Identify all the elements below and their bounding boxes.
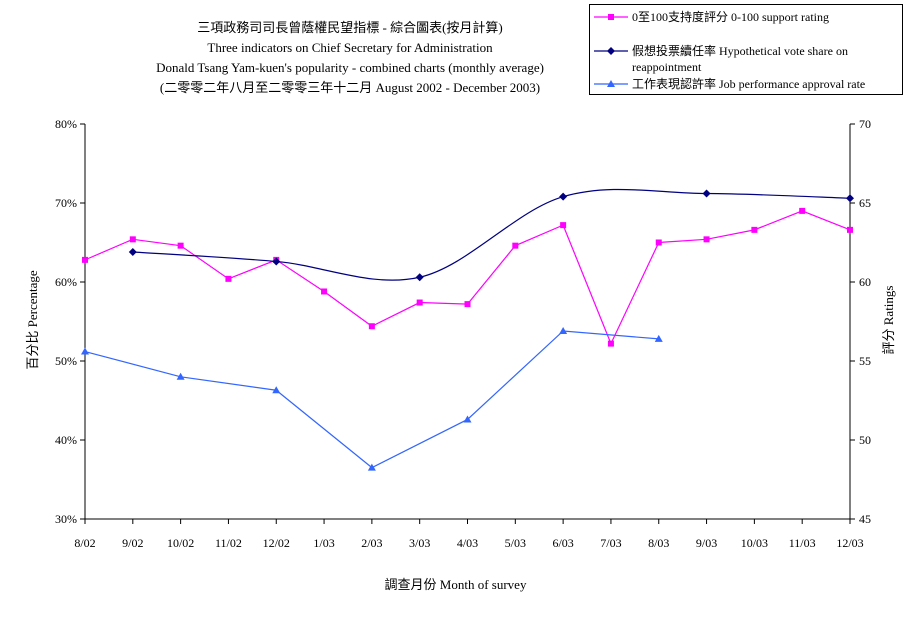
- y-right-tick-label: 70: [859, 117, 871, 131]
- legend-swatch-support-rating: [594, 14, 628, 20]
- x-tick-label: 12/03: [836, 536, 863, 550]
- x-tick-label: 1/03: [313, 536, 334, 550]
- data-point-vote-share: [559, 192, 568, 201]
- data-point-vote-share: [128, 247, 137, 256]
- y-right-tick-label: 45: [859, 512, 871, 526]
- data-point-approval-rate: [272, 386, 281, 394]
- data-point-support-rating: [799, 207, 806, 214]
- x-tick-label: 8/02: [74, 536, 95, 550]
- x-tick-label: 12/02: [263, 536, 290, 550]
- x-tick-label: 7/03: [600, 536, 621, 550]
- data-point-vote-share: [272, 257, 281, 266]
- x-tick-label: 11/02: [215, 536, 242, 550]
- data-point-support-rating: [655, 239, 662, 246]
- data-point-support-rating: [129, 236, 136, 243]
- y-left-tick-label: 80%: [55, 117, 77, 131]
- data-point-vote-share: [415, 273, 424, 282]
- data-point-support-rating: [416, 299, 423, 306]
- series-line-2: [84, 330, 659, 469]
- x-tick-label: 10/02: [167, 536, 194, 550]
- x-tick-label: 11/03: [789, 536, 816, 550]
- chart-legend: 0至100支持度評分 0-100 support rating 假想投票續任率 …: [589, 4, 903, 95]
- y-right-tick-label: 55: [859, 354, 871, 368]
- y-right-tick-label: 60: [859, 275, 871, 289]
- chart-title-line-1: 三項政務司司長曾蔭權民望指標 - 綜合圖表(按月計算): [197, 20, 503, 35]
- data-point-support-rating: [751, 226, 758, 233]
- data-point-approval-rate: [463, 415, 472, 423]
- x-tick-label: 8/03: [648, 536, 669, 550]
- chart-title-line-3: Donald Tsang Yam-kuen's popularity - com…: [156, 60, 544, 75]
- legend-swatch-vote-share: [594, 47, 628, 55]
- x-tick-label: 4/03: [457, 536, 478, 550]
- data-point-support-rating: [847, 226, 853, 233]
- data-point-support-rating: [464, 301, 471, 308]
- y-left-tick-label: 40%: [55, 433, 77, 447]
- y-right-tick-label: 65: [859, 196, 871, 210]
- data-point-support-rating: [703, 236, 710, 243]
- y-axis-right-title: 評分 Ratings: [881, 285, 896, 355]
- chart-title-line-4: (二零零二年八月至二零零三年十二月 August 2002 - December…: [159, 80, 541, 95]
- chart-title-line-2: Three indicators on Chief Secretary for …: [207, 40, 493, 55]
- x-tick-label: 3/03: [409, 536, 430, 550]
- data-point-approval-rate: [559, 326, 568, 334]
- y-left-tick-label: 70%: [55, 196, 77, 210]
- x-tick-label: 5/03: [505, 536, 526, 550]
- data-point-support-rating: [82, 256, 88, 263]
- y-axis-left-title: 百分比 Percentage: [25, 270, 40, 370]
- data-point-vote-share: [702, 189, 711, 198]
- data-point-approval-rate: [367, 463, 376, 471]
- series-line-0: [84, 210, 851, 346]
- data-point-vote-share: [846, 194, 854, 203]
- data-point-support-rating: [560, 222, 567, 229]
- data-point-support-rating: [368, 323, 375, 330]
- data-point-support-rating: [321, 288, 328, 295]
- legend-swatch-approval-rate: [594, 80, 628, 87]
- data-point-approval-rate: [176, 372, 185, 380]
- data-point-support-rating: [177, 242, 184, 249]
- data-point-support-rating: [225, 275, 232, 282]
- x-axis-title: 調查月份 Month of survey: [384, 577, 527, 592]
- y-left-tick-label: 30%: [55, 512, 77, 526]
- legend-label-vote-share: 假想投票續任率 Hypothetical vote share on reapp…: [632, 44, 848, 74]
- x-tick-label: 10/03: [741, 536, 768, 550]
- x-tick-label: 6/03: [552, 536, 573, 550]
- x-tick-label: 9/02: [122, 536, 143, 550]
- data-point-approval-rate: [654, 334, 663, 342]
- data-point-support-rating: [512, 242, 519, 249]
- y-left-tick-label: 50%: [55, 354, 77, 368]
- legend-label-approval-rate: 工作表現認許率 Job performance approval rate: [632, 77, 866, 91]
- y-right-tick-label: 50: [859, 433, 871, 447]
- x-tick-label: 9/03: [696, 536, 717, 550]
- data-point-support-rating: [607, 340, 614, 347]
- y-left-tick-label: 60%: [55, 275, 77, 289]
- legend-label-support-rating: 0至100支持度評分 0-100 support rating: [632, 10, 829, 24]
- series-line-1: [132, 188, 851, 281]
- x-tick-label: 2/03: [361, 536, 382, 550]
- data-point-approval-rate: [81, 347, 89, 355]
